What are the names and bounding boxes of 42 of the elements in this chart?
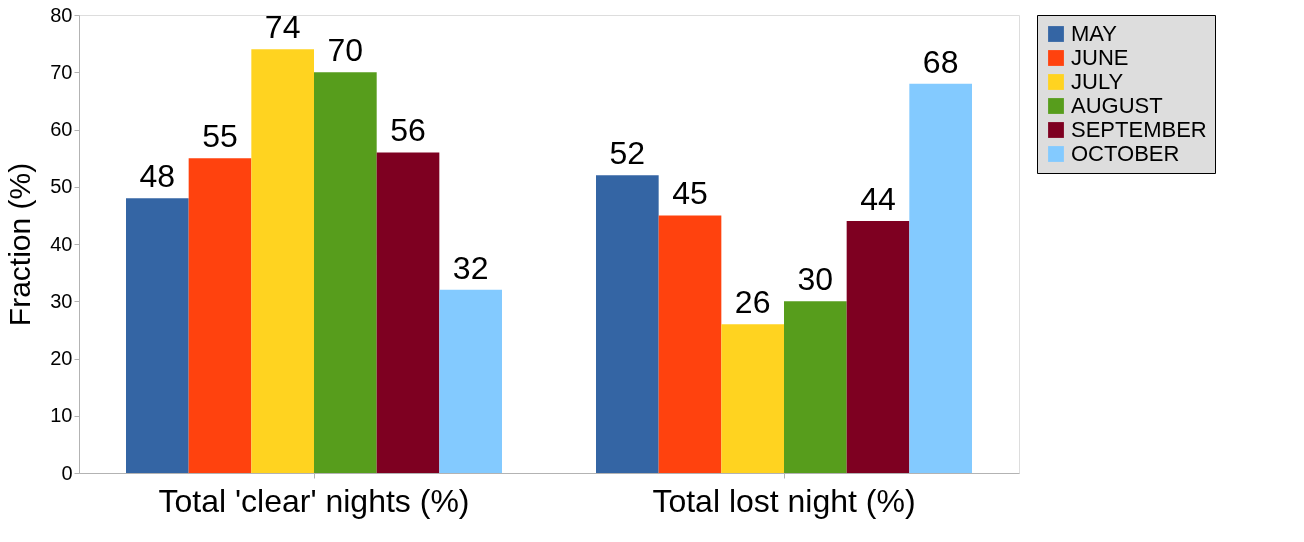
data-label: 26	[734, 284, 771, 321]
data-label: 48	[139, 158, 176, 195]
bar	[784, 301, 847, 473]
bar	[126, 198, 189, 473]
legend-label: SEPTEMBER	[1071, 117, 1207, 142]
legend-label: AUGUST	[1071, 93, 1163, 118]
bar	[376, 152, 440, 473]
bar	[846, 221, 910, 473]
bar	[658, 215, 722, 473]
y-tick-label: 50	[50, 175, 73, 198]
y-tick-label: 70	[50, 60, 73, 83]
bar	[314, 72, 377, 473]
bar	[188, 158, 252, 473]
data-label: 56	[390, 112, 426, 149]
legend-label: MAY	[1071, 21, 1118, 46]
legend-label: JUNE	[1071, 45, 1129, 70]
y-tick-label: 80	[50, 3, 73, 26]
bar	[251, 49, 314, 473]
y-tick-label: 60	[50, 118, 73, 140]
data-label: 45	[672, 175, 708, 212]
data-label: 68	[922, 43, 959, 80]
x-tick-label: Total 'clear' nights (%)	[158, 482, 470, 519]
data-label: 70	[327, 32, 364, 69]
bar	[909, 83, 972, 473]
x-tick-label: Total lost night (%)	[652, 482, 916, 519]
data-label: 44	[860, 181, 896, 218]
bar	[596, 175, 659, 473]
data-label: 52	[609, 135, 646, 172]
data-label: 32	[452, 249, 489, 286]
bar	[439, 289, 502, 473]
bar	[721, 324, 784, 473]
y-tick-label: 30	[50, 289, 73, 312]
y-tick-label: 10	[50, 404, 73, 427]
y-tick-label: 40	[50, 232, 73, 255]
data-label: 74	[264, 9, 301, 46]
data-label: 30	[797, 261, 834, 298]
legend-label: OCTOBER	[1071, 141, 1180, 166]
data-label: 55	[202, 118, 238, 155]
y-tick-label: 20	[50, 347, 73, 369]
legend-label: JULY	[1071, 69, 1124, 94]
y-axis-title: Fraction (%)	[3, 162, 37, 327]
y-tick-label: 0	[61, 461, 73, 484]
